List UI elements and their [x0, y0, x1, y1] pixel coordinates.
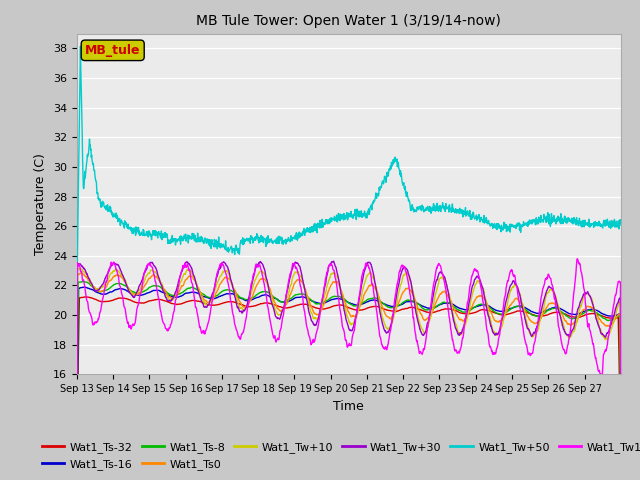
Title: MB Tule Tower: Open Water 1 (3/19/14-now): MB Tule Tower: Open Water 1 (3/19/14-now…	[196, 14, 501, 28]
X-axis label: Time: Time	[333, 400, 364, 413]
Y-axis label: Temperature (C): Temperature (C)	[35, 153, 47, 255]
Text: MB_tule: MB_tule	[85, 44, 140, 57]
Legend: Wat1_Ts-32, Wat1_Ts-16, Wat1_Ts-8, Wat1_Ts0, Wat1_Tw+10, Wat1_Tw+30, Wat1_Tw+50,: Wat1_Ts-32, Wat1_Ts-16, Wat1_Ts-8, Wat1_…	[38, 438, 640, 474]
